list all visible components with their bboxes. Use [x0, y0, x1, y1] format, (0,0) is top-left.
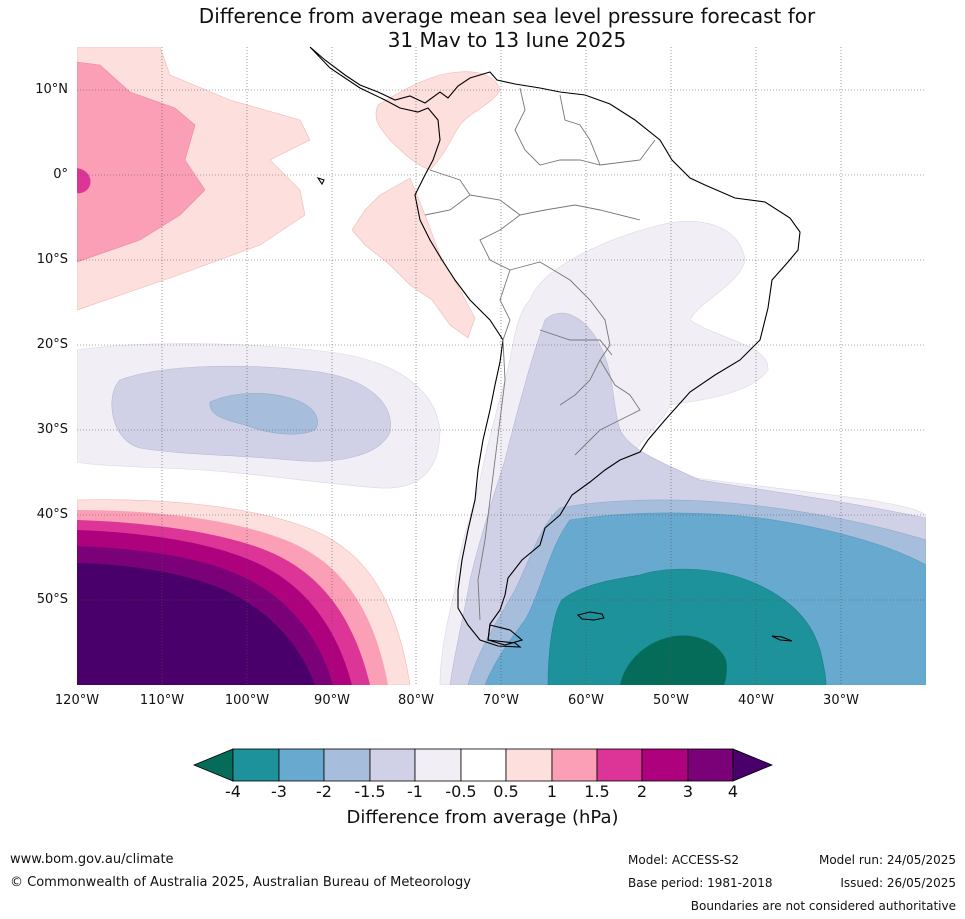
lat-label-30s: 30°S [36, 422, 68, 437]
colorbar-tick: 3 [682, 782, 694, 801]
lon-label-90w: 90°W [314, 693, 350, 708]
colorbar-box--0.5-0.5 [460, 748, 507, 782]
lat-label-20s: 20°S [36, 337, 68, 352]
lat-label-10n: 10°N [35, 82, 68, 97]
title-line-1: Difference from average mean sea level p… [198, 4, 816, 28]
colorbar-tick: -0.5 [445, 782, 477, 801]
lon-label-120w: 120°W [54, 693, 100, 708]
contour-eastern-pacific-1 [77, 61, 206, 263]
lon-label-110w: 110°W [139, 693, 185, 708]
colorbar-extend-low [192, 748, 234, 782]
lat-label-0: 0° [53, 167, 68, 182]
colorbar-box--3--2 [278, 748, 325, 782]
lat-label-10s: 10°S [36, 252, 68, 267]
colorbar-tick: 2 [636, 782, 648, 801]
lon-label-70w: 70°W [483, 693, 519, 708]
colorbar-tick: -1.5 [354, 782, 386, 801]
colorbar-box--1--0.5 [414, 748, 462, 782]
model-name: Model: ACCESS-S2 [628, 853, 740, 867]
lon-label-80w: 80°W [398, 693, 434, 708]
colorbar-box-3-4 [687, 748, 734, 782]
colorbar-box--2--1.5 [323, 748, 371, 782]
colorbar-box--1.5--1 [369, 748, 416, 782]
colorbar-tick: -4 [225, 782, 241, 801]
coastlines [309, 47, 801, 648]
colorbar-tick: -2 [316, 782, 332, 801]
country-borders [424, 87, 656, 621]
colorbar-box-2-3 [641, 748, 689, 782]
colorbar-extend-high [732, 748, 774, 782]
colorbar-tick: -1 [407, 782, 423, 801]
colorbar-box-0.5-1 [505, 748, 553, 782]
contour-south-pacific--1.5 [209, 393, 318, 435]
lat-label-40s: 40°S [36, 507, 68, 522]
contour-atlantic--4 [620, 635, 727, 685]
lat-label-50s: 50°S [36, 592, 68, 607]
colorbar-title: Difference from average (hPa) [346, 807, 619, 828]
issued-date: Issued: 26/05/2025 [840, 876, 956, 890]
contour-peru-0.5 [351, 177, 476, 339]
lon-label-60w: 60°W [568, 693, 604, 708]
contour-se-pacific-4 [77, 563, 315, 685]
colorbar-box-1.5-2 [596, 748, 643, 782]
falkland-islands [576, 611, 605, 621]
lon-label-30w: 30°W [823, 693, 859, 708]
website-link[interactable]: www.bom.gov.au/climate [10, 852, 174, 867]
colorbar-tick: 1.5 [584, 782, 610, 801]
tierra-del-fuego [487, 624, 524, 646]
contour-atlantic--3 [547, 568, 827, 685]
colorbar-tick: -3 [271, 782, 287, 801]
contour-eastern-pacific-1.5 [77, 168, 91, 194]
colorbar [192, 748, 774, 782]
map-fields [77, 47, 926, 685]
south-georgia [771, 635, 793, 642]
colorbar-tick: 4 [727, 782, 739, 801]
gridlines [77, 47, 926, 685]
colorbar-box--4--3 [232, 748, 280, 782]
map-title: Difference from average mean sea level p… [0, 4, 965, 52]
copyright-text: © Commonwealth of Australia 2025, Austra… [10, 875, 471, 890]
colorbar-tick: 0.5 [493, 782, 519, 801]
model-run: Model run: 24/05/2025 [818, 853, 956, 867]
colorbar-box-1-1.5 [551, 748, 598, 782]
boundaries-disclaimer: Boundaries are not considered authoritat… [690, 899, 956, 913]
lon-label-40w: 40°W [738, 693, 774, 708]
colorbar-tick: 1 [546, 782, 558, 801]
lon-label-100w: 100°W [224, 693, 270, 708]
base-period: Base period: 1981-2018 [628, 876, 773, 890]
galapagos [316, 176, 325, 186]
lon-label-50w: 50°W [653, 693, 689, 708]
south-america-coastline [309, 47, 801, 648]
